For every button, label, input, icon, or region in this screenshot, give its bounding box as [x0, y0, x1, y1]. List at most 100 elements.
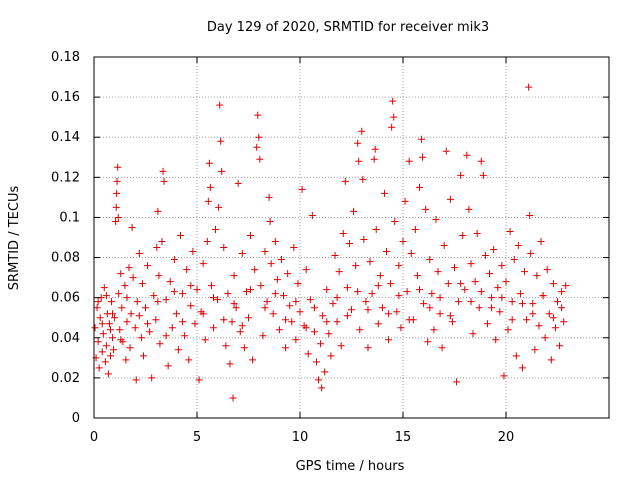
data-point [321, 368, 329, 376]
data-point [440, 242, 448, 250]
data-point [132, 376, 140, 384]
data-point [498, 262, 506, 270]
x-tick-label: 10 [292, 430, 309, 445]
data-point [500, 372, 508, 380]
data-point [220, 316, 228, 324]
data-point [436, 310, 444, 318]
data-point [397, 324, 405, 332]
data-point [488, 294, 496, 302]
data-point [537, 238, 545, 246]
data-point [549, 280, 557, 288]
data-point [128, 223, 136, 231]
data-point [422, 205, 430, 213]
y-tick-label: 0.12 [51, 170, 80, 185]
data-point [121, 282, 129, 290]
data-point [240, 344, 248, 352]
data-point [123, 318, 131, 326]
data-point [558, 304, 566, 312]
data-point [405, 316, 413, 324]
data-point [113, 189, 121, 197]
data-point [547, 356, 555, 364]
data-point [453, 378, 461, 386]
data-point [117, 270, 125, 278]
data-point [486, 270, 494, 278]
data-point [560, 318, 568, 326]
data-point [514, 242, 522, 250]
data-point [199, 310, 207, 318]
data-point [556, 342, 564, 350]
data-point [133, 298, 141, 306]
data-point [131, 324, 139, 332]
data-point [343, 284, 351, 292]
data-point [527, 250, 535, 258]
data-point [432, 215, 440, 223]
data-point [290, 244, 298, 252]
data-point [209, 294, 217, 302]
data-point [521, 268, 529, 276]
data-point [535, 322, 543, 330]
data-point [526, 211, 534, 219]
data-point [323, 286, 331, 294]
data-point [461, 286, 469, 294]
data-point [490, 246, 498, 254]
data-point [426, 256, 434, 264]
data-point [201, 336, 209, 344]
data-point [315, 376, 323, 384]
data-point [98, 320, 106, 328]
data-point [317, 340, 325, 348]
data-point [374, 282, 382, 290]
data-point [170, 256, 178, 264]
data-point [238, 322, 246, 330]
plot-frame [93, 56, 610, 419]
data-point [220, 244, 228, 252]
data-point [407, 250, 415, 258]
data-point [284, 270, 292, 278]
data-point [199, 260, 207, 268]
data-point [428, 290, 436, 298]
data-point [249, 356, 257, 364]
data-point [263, 298, 271, 306]
data-point [370, 155, 378, 163]
data-point [204, 197, 212, 205]
data-points [91, 83, 570, 402]
data-point [329, 300, 337, 308]
data-point [385, 310, 393, 318]
data-point [159, 167, 167, 175]
data-point [374, 320, 382, 328]
data-point [135, 250, 143, 258]
data-point [366, 258, 374, 266]
x-tick-label: 5 [193, 430, 201, 445]
data-point [95, 364, 103, 372]
data-point [267, 260, 275, 268]
data-point [508, 298, 516, 306]
data-point [177, 231, 185, 239]
x-tick-label: 15 [395, 430, 412, 445]
data-point [354, 139, 362, 147]
data-point [411, 225, 419, 233]
data-point [390, 113, 398, 121]
data-point [116, 326, 124, 334]
data-point [395, 292, 403, 300]
data-point [168, 324, 176, 332]
data-point [164, 362, 172, 370]
data-point [214, 296, 222, 304]
data-point [294, 280, 302, 288]
data-point [224, 290, 232, 298]
data-point [206, 183, 214, 191]
data-point [558, 288, 566, 296]
data-point [98, 348, 106, 356]
data-point [144, 320, 152, 328]
data-point [401, 197, 409, 205]
data-point [195, 376, 203, 384]
x-tick-label: 0 [90, 430, 98, 445]
data-point [434, 268, 442, 276]
data-point [170, 288, 178, 296]
data-point [102, 342, 110, 350]
data-point [318, 384, 326, 392]
y-tick-label: 0.06 [51, 291, 80, 306]
data-point [142, 304, 149, 312]
data-point [187, 302, 195, 310]
data-point [481, 252, 489, 260]
data-point [135, 312, 143, 320]
data-point [319, 312, 327, 320]
